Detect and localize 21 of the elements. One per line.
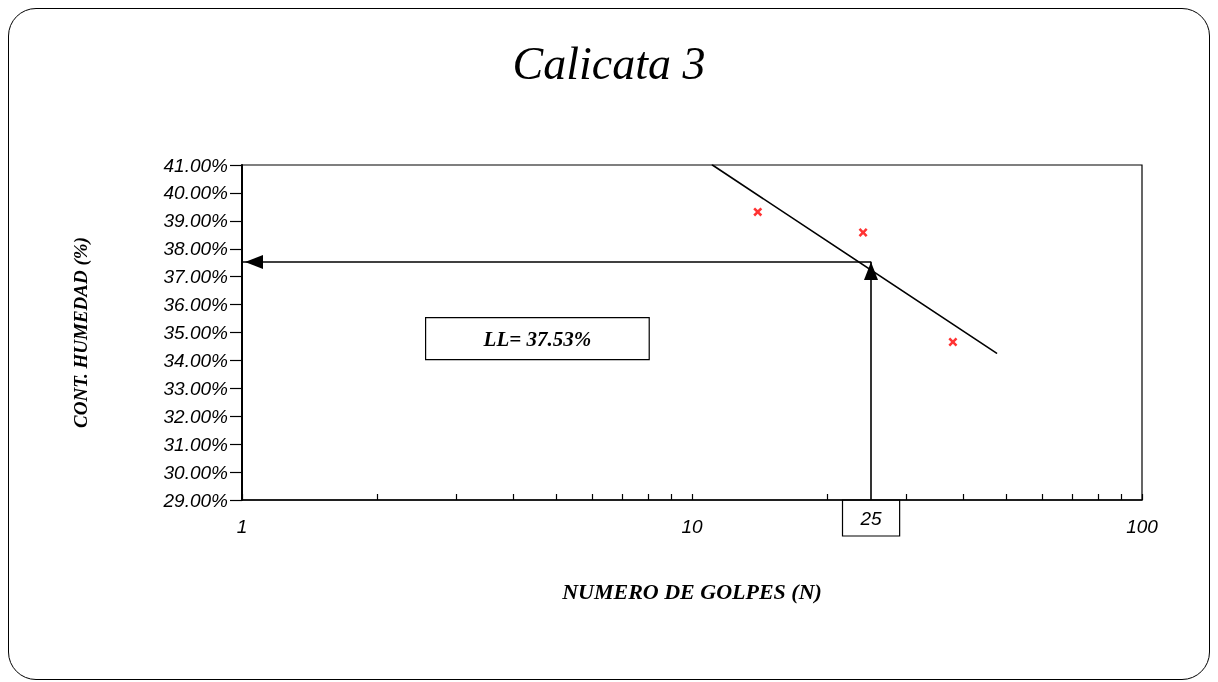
x-tick-label: 100 xyxy=(1126,516,1159,537)
x-tick-label: 10 xyxy=(681,516,703,537)
y-tick-label: 30.00% xyxy=(163,461,229,483)
y-tick-label: 39.00% xyxy=(163,210,229,232)
y-tick-label: 36.00% xyxy=(163,294,229,316)
y-tick-label: 40.00% xyxy=(163,182,229,204)
y-tick-label: 34.00% xyxy=(163,349,229,371)
y-tick-label: 37.00% xyxy=(163,266,229,288)
x-axis-title: NUMERO DE GOLPES (N) xyxy=(561,578,822,604)
y-tick-label: 32.00% xyxy=(163,405,229,427)
y-tick-label: 31.00% xyxy=(163,433,229,455)
y-tick-label: 35.00% xyxy=(163,322,229,343)
chart-title: Calicata 3 xyxy=(512,37,706,89)
y-tick-label: 29.00% xyxy=(162,489,229,511)
ref-line-label: 25 xyxy=(859,508,883,529)
y-tick-label: 41.00% xyxy=(163,154,229,176)
annotation: LL= 37.53% xyxy=(482,327,592,352)
x-tick-label: 1 xyxy=(236,516,248,537)
y-tick-label: 38.00% xyxy=(163,238,229,260)
y-tick-label: 33.00% xyxy=(163,377,229,399)
y-axis-title: CONT. HUMEDAD (%) xyxy=(70,237,92,428)
